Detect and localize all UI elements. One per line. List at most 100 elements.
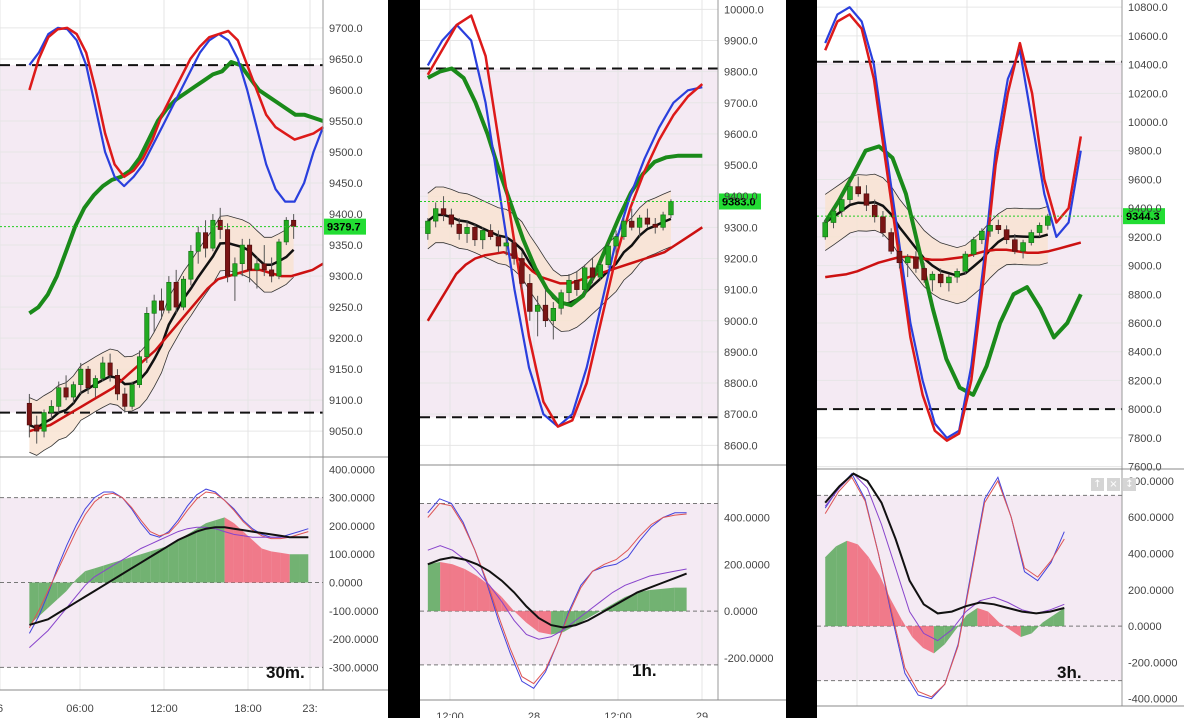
histogram-bar [1009, 626, 1021, 638]
price-tick-label: 9550.0 [329, 116, 363, 128]
candle [283, 219, 289, 243]
candle [151, 300, 157, 314]
histogram-bar [489, 585, 502, 612]
histogram-bar [868, 557, 880, 627]
price-tick-label: 8400.0 [1128, 347, 1162, 359]
candle [954, 271, 960, 278]
time-tick-label: 6 [0, 703, 3, 715]
histogram-bar [427, 561, 441, 612]
candle [534, 304, 541, 312]
candle [188, 250, 194, 280]
histogram-bar [299, 554, 309, 583]
histogram-bar [912, 626, 924, 648]
candle [566, 279, 572, 294]
histogram-bar [674, 587, 687, 612]
candle [107, 362, 113, 376]
candle [838, 199, 845, 212]
osc-tick-label: 400.0000 [724, 512, 770, 524]
price-tick-label: 9100.0 [329, 395, 363, 407]
last-price-label: 9344.3 [1126, 211, 1160, 223]
histogram-bar [206, 520, 216, 583]
histogram-bar [879, 575, 891, 627]
price-tick-label: 9000.0 [724, 316, 758, 328]
candle [100, 362, 106, 379]
time-tick-label: 28 [528, 711, 540, 718]
candle [636, 217, 643, 228]
price-tick-label: 8800.0 [1128, 289, 1162, 301]
histogram-bar [538, 611, 552, 635]
candle [456, 223, 462, 234]
candle [122, 393, 128, 407]
candle [652, 223, 658, 228]
timeframe-label: 30m. [266, 663, 305, 682]
price-tick-label: 9300.0 [724, 222, 758, 234]
histogram-bar [1053, 607, 1065, 627]
close-icon[interactable]: × [1107, 478, 1120, 491]
candle [276, 241, 282, 277]
price-tick-label: 9300.0 [329, 271, 363, 283]
price-tick-label: 9800.0 [724, 67, 758, 79]
candle [1028, 232, 1035, 243]
move-icon[interactable]: ↕ [1123, 478, 1136, 491]
candle [254, 263, 260, 271]
price-tick-label: 9600.0 [1128, 174, 1162, 186]
osc-tick-label: 400.0000 [329, 464, 375, 476]
price-tick-label: 9800.0 [1128, 146, 1162, 158]
timeframe-label: 1h. [632, 661, 657, 680]
candle [863, 193, 870, 206]
last-price-badge [719, 193, 761, 210]
last-price-badge [1123, 208, 1165, 225]
histogram-bar [923, 626, 934, 654]
candle [166, 281, 172, 311]
price-tick-label: 8200.0 [1128, 375, 1162, 387]
histogram-bar [661, 587, 675, 612]
price-tick-label: 8600.0 [1128, 318, 1162, 330]
candle [613, 236, 619, 247]
osc-tick-label: 800.0000 [1128, 476, 1174, 488]
candle [1020, 242, 1026, 252]
histogram-bar [215, 517, 225, 583]
time-tick-label: 18:00 [234, 703, 262, 715]
price-tick-label: 9200.0 [724, 253, 758, 265]
oscillator-line-2 [824, 476, 1065, 698]
candle [921, 268, 927, 281]
candle [472, 227, 478, 241]
chart-panel-1h: 9383.0 10000.0 9900.0 9800.0 9700.0 9600.0 950… [420, 0, 786, 718]
bollinger-band-fill [825, 174, 1048, 304]
histogram-bar [252, 540, 262, 583]
maximize-icon[interactable]: ↑ [1091, 478, 1104, 491]
oscillator-line-3 [29, 526, 309, 648]
histogram-bar [122, 557, 132, 583]
time-tick-label: 29 [696, 711, 708, 718]
candle [247, 244, 253, 271]
candle [144, 313, 150, 358]
histogram-bar [575, 611, 589, 626]
osc-tick-label: -100.0000 [329, 606, 379, 618]
indicator-line-3 [28, 26, 325, 203]
price-tick-label: 9400.0 [724, 191, 758, 203]
price-tick-label: 7600.0 [1128, 462, 1162, 474]
last-price-label: 9379.7 [327, 222, 361, 234]
candle [929, 273, 936, 281]
price-tick-label: 9200.0 [329, 333, 363, 345]
candle [605, 245, 611, 265]
candle [34, 424, 40, 432]
bollinger-lower [824, 229, 1048, 305]
time-tick-label: 12:00 [436, 711, 464, 718]
histogram-bar [1042, 615, 1054, 627]
candle [542, 304, 549, 322]
candle [937, 273, 944, 284]
price-tick-label: 8900.0 [724, 347, 758, 359]
candle [822, 222, 829, 238]
histogram-bar [846, 540, 858, 627]
price-tick-label: 9500.0 [724, 160, 758, 172]
histogram-bar [57, 582, 67, 600]
histogram-bar [514, 611, 527, 623]
histogram-bar [271, 551, 281, 583]
candle [495, 236, 502, 247]
indicator-line-4 [824, 13, 1083, 442]
price-tick-label: 9650.0 [329, 54, 363, 66]
histogram-bar [187, 528, 197, 583]
moving-average-line [824, 200, 1049, 277]
price-tick-label: 9050.0 [329, 426, 363, 438]
